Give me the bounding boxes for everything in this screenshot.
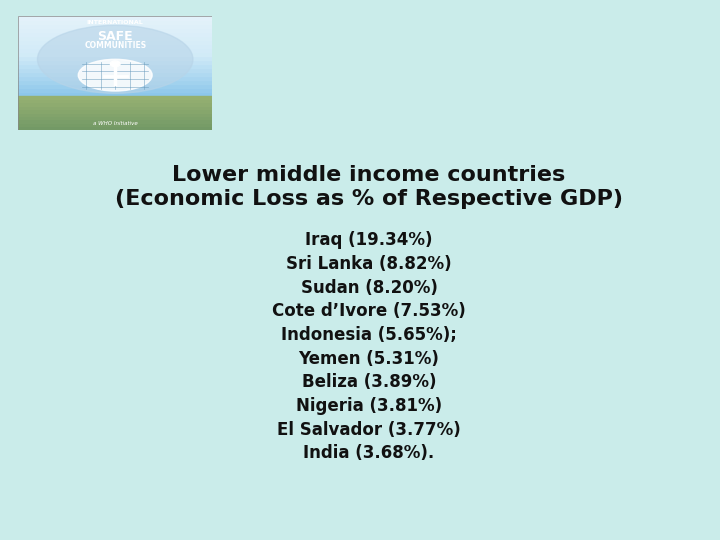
- Bar: [18, 99, 212, 103]
- Text: India (3.68%).: India (3.68%).: [303, 444, 435, 462]
- Bar: [18, 32, 212, 36]
- Ellipse shape: [78, 59, 152, 91]
- Text: Nigeria (3.81%): Nigeria (3.81%): [296, 397, 442, 415]
- Bar: [18, 84, 212, 87]
- Bar: [18, 113, 212, 116]
- Bar: [18, 119, 212, 123]
- Bar: [18, 52, 212, 56]
- Bar: [18, 24, 212, 28]
- Bar: [18, 123, 212, 126]
- Text: Sudan (8.20%): Sudan (8.20%): [300, 279, 438, 296]
- Bar: [18, 103, 212, 106]
- Bar: [18, 96, 212, 99]
- Text: Beliza (3.89%): Beliza (3.89%): [302, 373, 436, 392]
- Bar: [18, 40, 212, 44]
- Text: El Salvador (3.77%): El Salvador (3.77%): [277, 421, 461, 438]
- Bar: [18, 28, 212, 32]
- Text: SAFE: SAFE: [97, 30, 133, 43]
- Bar: [18, 116, 212, 119]
- Bar: [18, 109, 212, 113]
- Bar: [18, 44, 212, 48]
- Bar: [18, 126, 212, 130]
- Bar: [18, 36, 212, 40]
- Bar: [18, 60, 212, 64]
- Text: Cote d’Ivore (7.53%): Cote d’Ivore (7.53%): [272, 302, 466, 320]
- Bar: [18, 48, 212, 52]
- Text: COMMUNITIES: COMMUNITIES: [84, 41, 146, 50]
- Bar: [18, 72, 212, 76]
- Bar: [18, 87, 212, 92]
- Ellipse shape: [37, 25, 193, 93]
- Bar: [18, 56, 212, 60]
- Text: Lower middle income countries
(Economic Loss as % of Respective GDP): Lower middle income countries (Economic …: [115, 165, 623, 210]
- Bar: [18, 20, 212, 24]
- Text: a WHO Initiative: a WHO Initiative: [93, 120, 138, 125]
- Bar: [18, 64, 212, 68]
- Bar: [18, 76, 212, 80]
- Bar: [18, 92, 212, 96]
- Text: Sri Lanka (8.82%): Sri Lanka (8.82%): [286, 255, 452, 273]
- Text: Indonesia (5.65%);: Indonesia (5.65%);: [281, 326, 457, 344]
- Bar: [18, 16, 212, 20]
- Text: INTERNATIONAL: INTERNATIONAL: [87, 19, 143, 25]
- Bar: [18, 68, 212, 72]
- Bar: [18, 80, 212, 84]
- Text: Iraq (19.34%): Iraq (19.34%): [305, 231, 433, 249]
- Bar: [18, 106, 212, 109]
- Circle shape: [110, 61, 120, 66]
- Text: Yemen (5.31%): Yemen (5.31%): [299, 349, 439, 368]
